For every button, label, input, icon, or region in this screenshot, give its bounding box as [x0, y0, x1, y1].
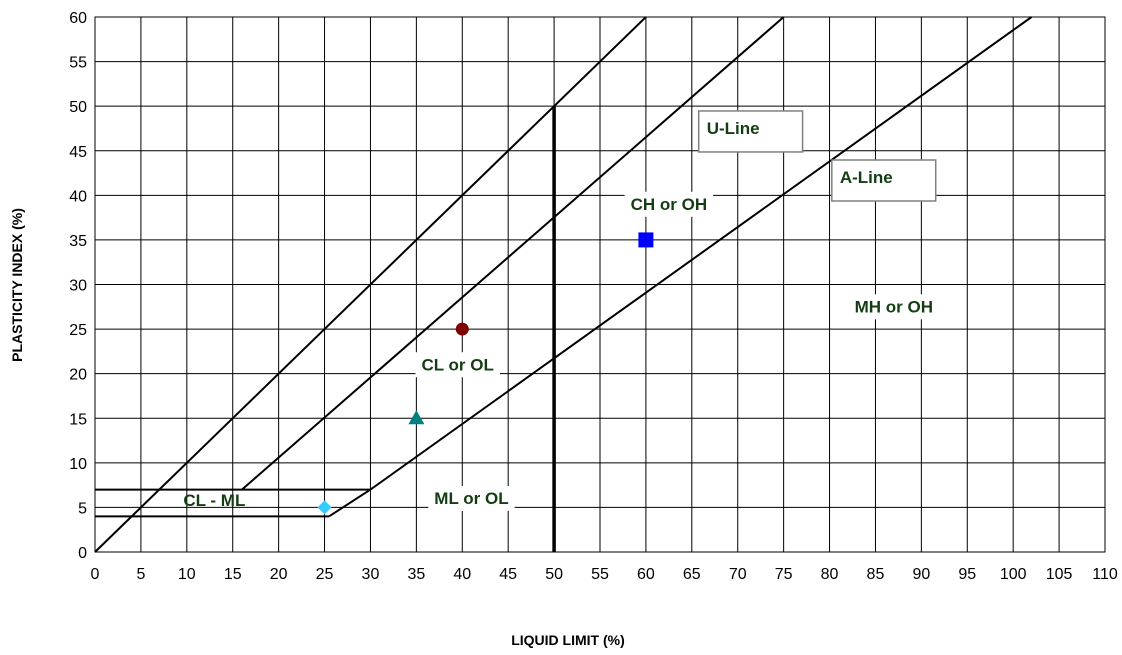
chart-line — [241, 16, 785, 491]
y-tick-label: 20 — [69, 367, 87, 384]
x-tick-label: 70 — [729, 566, 747, 583]
y-tick-label: 15 — [69, 411, 87, 428]
x-tick-label: 80 — [821, 566, 839, 583]
annotation: A-Line — [831, 159, 937, 202]
annotation: CH or OH — [624, 191, 714, 217]
x-tick-label: 45 — [499, 566, 517, 583]
x-tick-label: 10 — [178, 566, 196, 583]
annotation: CL - ML — [183, 491, 245, 510]
y-tick-label: 25 — [69, 322, 87, 339]
x-tick-label: 50 — [545, 566, 563, 583]
x-tick-label: 85 — [867, 566, 885, 583]
annotation-label: MH or OH — [855, 297, 933, 316]
data-point-diamond — [317, 500, 332, 515]
data-points — [317, 232, 654, 515]
annotation: U-Line — [697, 110, 804, 153]
x-tick-label: 40 — [453, 566, 471, 583]
data-point-circle — [455, 322, 469, 336]
x-tick-label: 35 — [407, 566, 425, 583]
y-tick-label: 45 — [69, 144, 87, 161]
y-tick-label: 55 — [69, 55, 87, 72]
x-tick-label: 30 — [362, 566, 380, 583]
x-tick-label: 25 — [316, 566, 334, 583]
x-tick-label: 105 — [1046, 566, 1073, 583]
x-tick-label: 110 — [1092, 566, 1118, 583]
data-point-square — [638, 232, 654, 248]
annotations: U-Line A-Line CH or OH MH or OH CL or OL ML o… — [183, 110, 940, 511]
y-tick-label: 5 — [78, 500, 87, 517]
annotation-label: A-Line — [840, 168, 893, 187]
tick-labels: 0 5 10 15 20 25 30 35 40 45 50 55 60 65 70 75 80 85 90 95 10… — [69, 10, 1118, 583]
annotation-label: CL or OL — [421, 355, 493, 374]
x-tick-label: 65 — [683, 566, 701, 583]
x-tick-label: 5 — [136, 566, 145, 583]
annotation-label: CL - ML — [183, 491, 245, 510]
y-tick-label: 60 — [69, 10, 87, 27]
y-tick-label: 50 — [69, 99, 87, 116]
x-tick-label: 95 — [958, 566, 976, 583]
x-tick-label: 100 — [1000, 566, 1027, 583]
x-tick-label: 60 — [637, 566, 655, 583]
x-tick-label: 90 — [912, 566, 930, 583]
grid — [94, 16, 1106, 553]
x-tick-label: 0 — [91, 566, 100, 583]
data-point-triangle — [408, 410, 425, 425]
y-tick-label: 0 — [78, 545, 87, 562]
x-tick-label: 55 — [591, 566, 609, 583]
y-tick-label: 35 — [69, 233, 87, 250]
annotation: ML or OL — [428, 486, 515, 511]
x-tick-label: 75 — [775, 566, 793, 583]
y-tick-label: 40 — [69, 188, 87, 205]
annotation: CL or OL — [415, 352, 500, 378]
annotation-label: ML or OL — [434, 489, 508, 508]
x-tick-label: 20 — [270, 566, 288, 583]
x-axis-title: LIQUID LIMIT (%) — [511, 632, 625, 648]
chart-lines — [94, 16, 1033, 553]
annotation: MH or OH — [848, 294, 940, 320]
annotation-label: CH or OH — [631, 195, 708, 214]
annotation-label: U-Line — [707, 119, 760, 138]
y-tick-label: 10 — [69, 456, 87, 473]
y-tick-label: 30 — [69, 278, 87, 295]
x-tick-label: 15 — [224, 566, 242, 583]
y-axis-title: PLASTICITY INDEX (%) — [9, 208, 25, 362]
